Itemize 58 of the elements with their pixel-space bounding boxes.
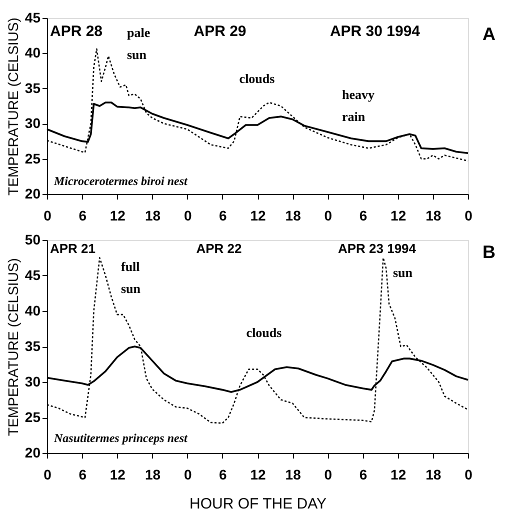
annotation: Nasutitermes princeps nest	[53, 431, 188, 445]
text: B	[482, 242, 496, 262]
y-axis-title: TEMPERATURE (CELSIUS)	[4, 18, 21, 196]
text: A	[482, 24, 496, 44]
x-tick-label: 6	[78, 466, 87, 482]
annotation: clouds	[239, 71, 275, 86]
annotation: heavy rain	[342, 87, 375, 124]
y-tick-label: 25	[24, 150, 41, 166]
annotation: pale sun	[127, 25, 150, 62]
x-tick-label: 12	[110, 466, 126, 482]
y-tick-label: 45	[24, 10, 41, 26]
x-tick-label: 0	[464, 208, 473, 224]
y-tick-label: 50	[24, 232, 41, 248]
y-tick-label: 45	[24, 267, 41, 283]
annotation: APR 29	[194, 23, 246, 40]
x-tick-label: 12	[390, 466, 406, 482]
annotation: clouds	[246, 325, 282, 340]
annotation: Microcerotermes biroi nest	[53, 174, 188, 188]
x-tick-label: 0	[44, 466, 52, 482]
y-tick-label: 25	[24, 409, 41, 425]
y-tick-label: 35	[24, 338, 41, 354]
x-tick-label: 18	[144, 466, 161, 482]
x-tick-label: 18	[426, 208, 442, 224]
x-tick-label: 0	[184, 208, 192, 224]
x-tick-label: 6	[219, 466, 228, 482]
x-tick-label: 12	[390, 208, 406, 224]
y-tick-label: 20	[24, 444, 41, 460]
y-axis-title: TEMPERATURE (CELSIUS)	[4, 258, 21, 436]
x-tick-label: 12	[250, 466, 266, 482]
annotation: APR 28	[50, 23, 103, 40]
x-tick-label: 18	[285, 466, 302, 482]
annotation: APR 21	[50, 241, 96, 256]
y-tick-label: 30	[24, 115, 41, 132]
x-tick-label: 6	[359, 466, 368, 482]
x-tick-label: 12	[250, 208, 266, 224]
x-tick-label: 0	[44, 208, 52, 224]
x-tick-label: 6	[219, 208, 228, 224]
annotation: APR 22	[196, 241, 242, 256]
annotation: APR 30 1994	[330, 23, 421, 40]
x-tick-label: 12	[110, 208, 126, 224]
annotation: full sun	[121, 259, 142, 296]
y-tick-label: 35	[24, 80, 41, 96]
x-tick-label: 6	[78, 208, 87, 224]
y-tick-label: 40	[24, 44, 41, 61]
y-tick-label: 40	[24, 302, 41, 318]
x-tick-label: 18	[144, 208, 161, 224]
x-tick-label: 18	[426, 466, 442, 482]
x-tick-label: 0	[324, 466, 332, 482]
x-tick-label: 6	[359, 208, 368, 224]
x-tick-label: 18	[285, 208, 302, 224]
y-tick-label: 30	[24, 374, 41, 390]
y-tick-label: 20	[24, 186, 41, 202]
x-tick-label: 0	[324, 208, 332, 224]
x-tick-label: 0	[184, 466, 192, 482]
annotation: APR 23 1994	[338, 241, 417, 256]
x-tick-label: 0	[464, 466, 473, 482]
annotation: sun	[393, 265, 414, 280]
x-axis-title: HOUR OF THE DAY	[190, 496, 326, 512]
